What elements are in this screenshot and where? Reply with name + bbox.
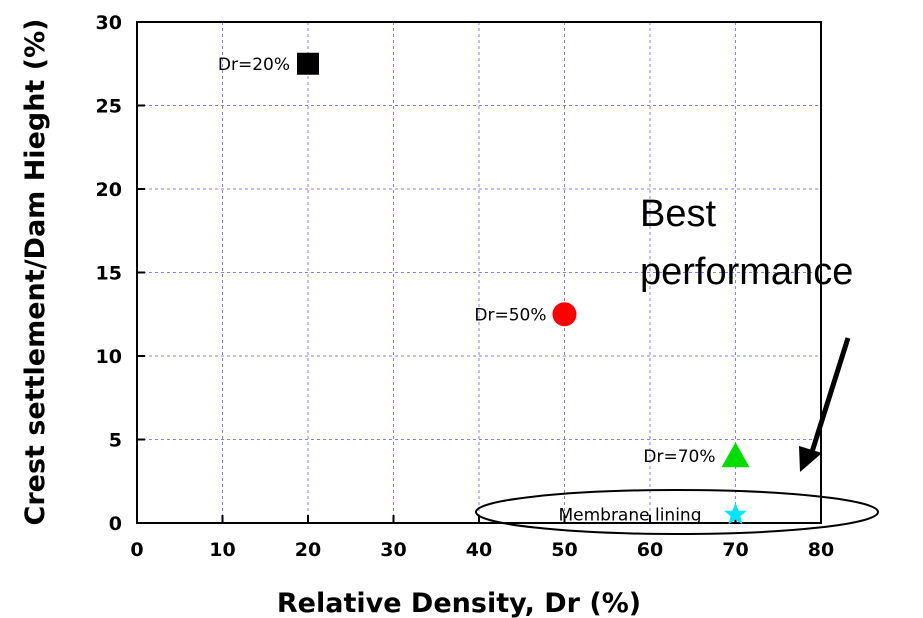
y-tick-label: 20 (96, 179, 122, 201)
data-point-label: Membrane lining (558, 506, 701, 526)
data-point-triangle (721, 442, 750, 468)
y-axis-title: Crest settlement/Dam Hieght (%) (20, 19, 51, 526)
x-tick-label: 40 (466, 539, 492, 561)
data-point-circle (552, 302, 577, 327)
y-tick-label: 30 (96, 12, 122, 34)
y-tick-label: 5 (109, 430, 122, 452)
data-point-square (297, 52, 319, 75)
membrane-lining-highlight-ellipse (475, 489, 879, 535)
y-tick-label: 0 (109, 513, 122, 535)
grid-lines (137, 22, 821, 523)
data-points: Dr=20% Dr=50% Dr=70% Membrane lining (218, 52, 750, 526)
y-tick-label: 25 (96, 96, 122, 118)
x-axis-title: Relative Density, Dr (%) (277, 588, 641, 618)
x-tick-label: 50 (551, 539, 577, 561)
annotation-arrow-head (799, 446, 822, 472)
axis-ticks: 0 10 20 30 40 50 60 70 80 0 5 10 15 20 25 30 (96, 12, 835, 561)
x-tick-label: 70 (722, 539, 748, 561)
annotation-line-1: Best (640, 193, 716, 235)
x-tick-label: 20 (295, 539, 321, 561)
annotation-arrow-shaft (809, 337, 851, 453)
data-point-label: Dr=20% (218, 55, 290, 75)
data-point-star (724, 502, 747, 525)
x-tick-label: 30 (380, 539, 406, 561)
y-tick-label: 10 (96, 346, 122, 368)
x-tick-label: 60 (637, 539, 663, 561)
data-point-label: Dr=50% (474, 305, 546, 325)
x-tick-label: 10 (209, 539, 235, 561)
data-point-label: Dr=70% (643, 447, 715, 467)
x-tick-label: 0 (130, 539, 143, 561)
best-performance-annotation: Best performance (475, 193, 879, 535)
y-tick-label: 15 (96, 263, 122, 285)
annotation-line-2: performance (640, 251, 853, 293)
x-tick-label: 80 (808, 539, 834, 561)
